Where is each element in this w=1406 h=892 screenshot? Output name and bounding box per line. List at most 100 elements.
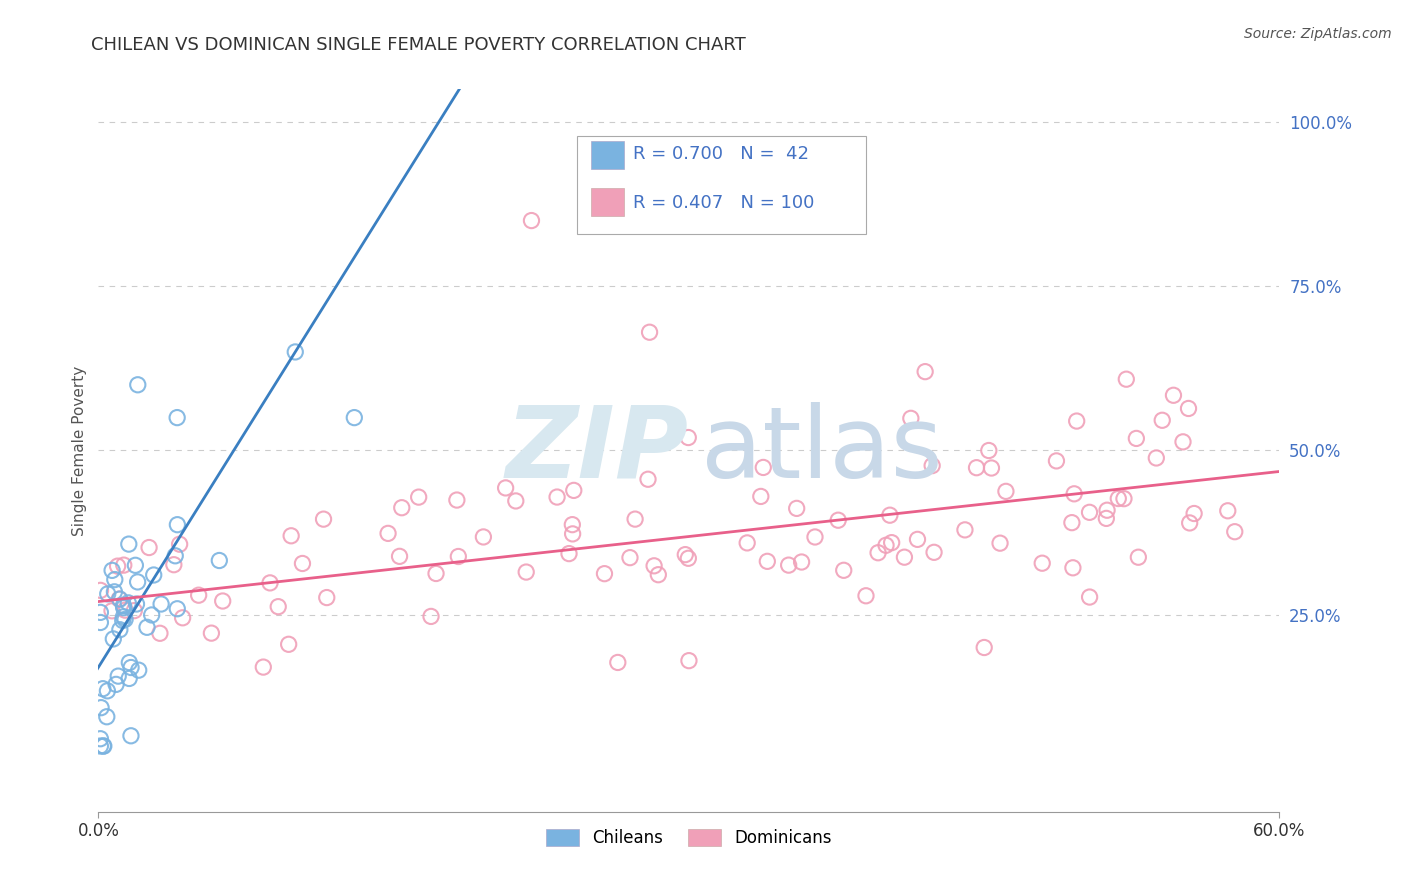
Point bbox=[112, 600, 135, 615]
Text: CHILEAN VS DOMINICAN SINGLE FEMALE POVERTY CORRELATION CHART: CHILEAN VS DOMINICAN SINGLE FEMALE POVER… bbox=[91, 36, 747, 54]
Point bbox=[105, 677, 128, 691]
Point bbox=[111, 614, 134, 628]
Point bbox=[267, 599, 290, 614]
Point bbox=[89, 615, 111, 630]
Point bbox=[505, 494, 527, 508]
Point bbox=[643, 558, 665, 573]
Point bbox=[907, 533, 929, 547]
Point bbox=[673, 548, 696, 562]
Point bbox=[1177, 401, 1199, 416]
Point bbox=[1178, 516, 1201, 530]
Point bbox=[749, 490, 772, 504]
Point bbox=[1171, 434, 1194, 449]
Point bbox=[89, 606, 111, 620]
Point bbox=[1062, 561, 1084, 575]
Point bbox=[93, 739, 115, 753]
Text: Source: ZipAtlas.com: Source: ZipAtlas.com bbox=[1244, 27, 1392, 41]
Point bbox=[1128, 550, 1150, 565]
Point bbox=[166, 410, 188, 425]
Point bbox=[678, 654, 700, 668]
Point bbox=[561, 527, 583, 541]
Point bbox=[200, 626, 222, 640]
Point bbox=[149, 626, 172, 640]
Point bbox=[124, 558, 146, 573]
Point bbox=[120, 660, 142, 674]
Point bbox=[1223, 524, 1246, 539]
Legend: Chileans, Dominicans: Chileans, Dominicans bbox=[538, 822, 839, 854]
Point bbox=[922, 545, 945, 559]
Point bbox=[124, 604, 146, 618]
Point bbox=[879, 508, 901, 523]
Point bbox=[91, 681, 114, 696]
Point bbox=[96, 710, 118, 724]
Point bbox=[120, 729, 142, 743]
Point bbox=[107, 559, 129, 574]
Point bbox=[391, 500, 413, 515]
FancyBboxPatch shape bbox=[591, 141, 624, 169]
Point bbox=[169, 537, 191, 551]
Point bbox=[1078, 505, 1101, 519]
Point bbox=[637, 472, 659, 486]
Point bbox=[1112, 491, 1135, 506]
Point bbox=[118, 656, 141, 670]
Point bbox=[447, 549, 470, 564]
Point bbox=[994, 484, 1017, 499]
Point bbox=[315, 591, 337, 605]
Point bbox=[647, 567, 669, 582]
Point bbox=[90, 700, 112, 714]
Point bbox=[880, 535, 903, 549]
Point bbox=[277, 637, 299, 651]
Point bbox=[786, 501, 808, 516]
Text: atlas: atlas bbox=[700, 402, 942, 499]
Point bbox=[515, 565, 537, 579]
Point bbox=[103, 632, 125, 646]
FancyBboxPatch shape bbox=[591, 188, 624, 216]
Point bbox=[472, 530, 495, 544]
Point bbox=[108, 623, 131, 637]
Point bbox=[408, 490, 430, 504]
Point bbox=[1144, 450, 1167, 465]
Point bbox=[118, 672, 141, 686]
Point bbox=[103, 584, 125, 599]
Point bbox=[980, 461, 1002, 475]
Point bbox=[187, 588, 209, 602]
Point bbox=[172, 611, 194, 625]
Point bbox=[208, 553, 231, 567]
Point bbox=[832, 563, 855, 577]
Point bbox=[96, 683, 118, 698]
Point bbox=[101, 563, 124, 577]
Point bbox=[1163, 388, 1185, 402]
Point bbox=[97, 587, 120, 601]
Point bbox=[118, 537, 141, 551]
Point bbox=[127, 377, 149, 392]
Point bbox=[868, 546, 890, 560]
Point bbox=[291, 557, 314, 571]
Point bbox=[1216, 504, 1239, 518]
Point bbox=[259, 575, 281, 590]
Point bbox=[914, 365, 936, 379]
Point bbox=[1182, 507, 1205, 521]
Point bbox=[619, 550, 641, 565]
Point bbox=[420, 609, 443, 624]
Point bbox=[112, 599, 135, 613]
Point bbox=[388, 549, 411, 564]
Point bbox=[756, 554, 779, 568]
Point bbox=[593, 566, 616, 581]
Point bbox=[377, 526, 399, 541]
Point bbox=[117, 596, 139, 610]
Point bbox=[165, 549, 187, 563]
Point bbox=[1063, 487, 1085, 501]
Point bbox=[875, 538, 897, 552]
Point bbox=[546, 490, 568, 504]
Point bbox=[89, 583, 111, 598]
Point bbox=[312, 512, 335, 526]
Point bbox=[495, 481, 517, 495]
Point bbox=[1066, 414, 1088, 428]
Point bbox=[953, 523, 976, 537]
Point bbox=[790, 555, 813, 569]
Point bbox=[624, 512, 647, 526]
Point bbox=[921, 458, 943, 473]
Point bbox=[141, 607, 163, 622]
Point bbox=[606, 656, 628, 670]
Point bbox=[104, 573, 127, 587]
